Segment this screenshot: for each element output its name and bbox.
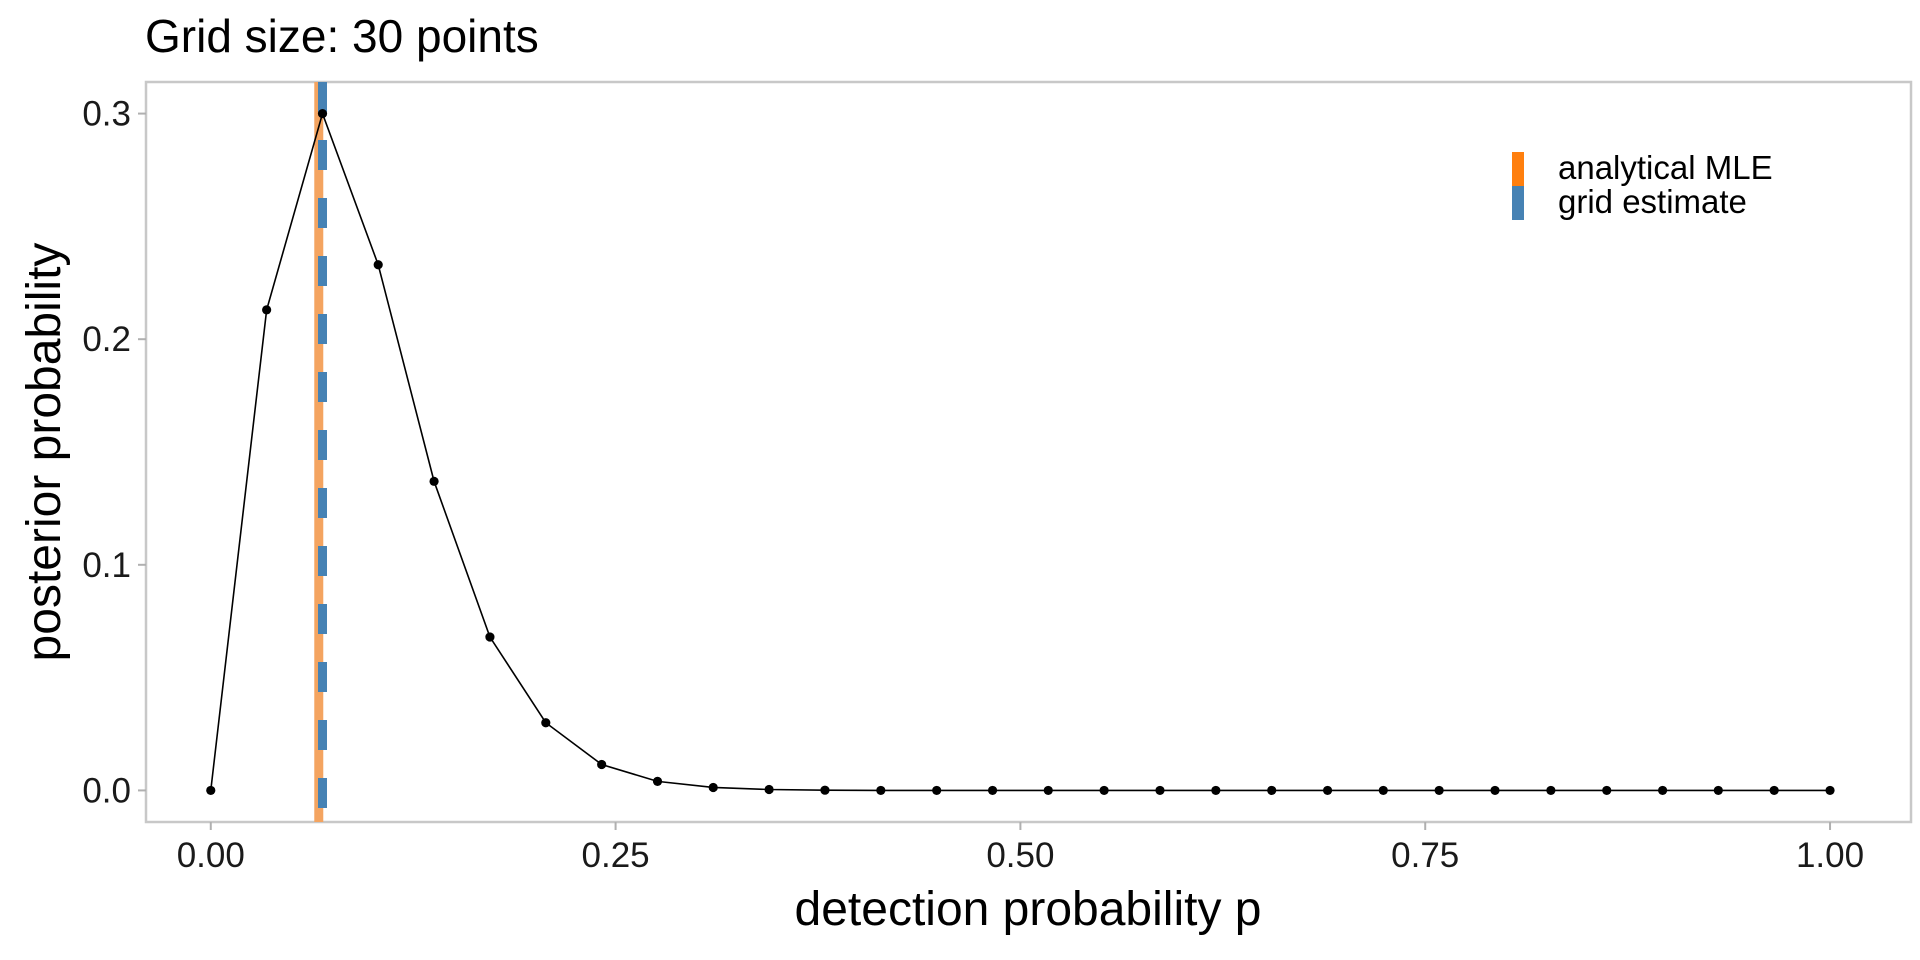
- data-point: [373, 260, 383, 270]
- x-axis-title: detection probability p: [795, 883, 1262, 936]
- data-point: [1546, 785, 1556, 796]
- x-axis: 0.00 0.25 0.50 0.75 1.00: [177, 822, 1864, 875]
- data-point: [1378, 785, 1388, 796]
- data-point: [1658, 785, 1668, 796]
- y-tick-label: 0.3: [82, 95, 131, 134]
- legend-label: analytical MLE: [1558, 149, 1773, 186]
- y-axis: 0.0 0.1 0.2 0.3: [82, 95, 146, 810]
- legend-key-analytical-mle: [1512, 152, 1524, 186]
- data-point: [876, 785, 886, 796]
- reference-lines: [314, 82, 327, 822]
- legend-key-grid-estimate: [1512, 186, 1524, 220]
- data-point: [1099, 785, 1109, 796]
- data-layer: [206, 108, 1835, 796]
- legend-label: grid estimate: [1558, 183, 1747, 220]
- data-point: [820, 785, 830, 795]
- data-point: [541, 718, 551, 728]
- data-point: [1434, 785, 1444, 796]
- y-tick-label: 0.0: [82, 771, 131, 810]
- plot-panel: [144, 80, 1913, 824]
- data-point: [597, 759, 607, 770]
- data-point: [317, 108, 328, 119]
- y-axis-title: posterior probability: [18, 243, 71, 662]
- x-tick-label: 0.00: [177, 836, 245, 875]
- data-point: [1155, 785, 1165, 796]
- data-point: [1769, 785, 1779, 796]
- data-point: [1825, 785, 1835, 796]
- data-point: [485, 632, 495, 642]
- chart-title: Grid size: 30 points: [145, 10, 539, 62]
- data-point: [652, 776, 663, 786]
- y-tick-label: 0.1: [82, 546, 131, 585]
- data-point: [1211, 785, 1221, 796]
- data-point: [1267, 785, 1277, 796]
- x-tick-label: 0.25: [582, 836, 650, 875]
- data-point: [206, 785, 216, 796]
- x-tick-label: 0.50: [986, 836, 1054, 875]
- data-point: [987, 785, 998, 796]
- x-tick-label: 1.00: [1796, 836, 1864, 875]
- x-tick-label: 0.75: [1391, 836, 1459, 875]
- data-point: [708, 782, 718, 793]
- data-point: [932, 785, 942, 796]
- series-line: [209, 111, 1831, 792]
- y-tick-label: 0.2: [82, 320, 131, 359]
- data-point: [1322, 785, 1333, 796]
- data-point: [1713, 785, 1723, 796]
- data-point: [1602, 785, 1612, 796]
- data-point: [1490, 785, 1500, 796]
- data-point: [429, 476, 439, 486]
- data-point: [1043, 785, 1053, 796]
- data-point: [764, 784, 774, 795]
- data-point: [262, 305, 272, 315]
